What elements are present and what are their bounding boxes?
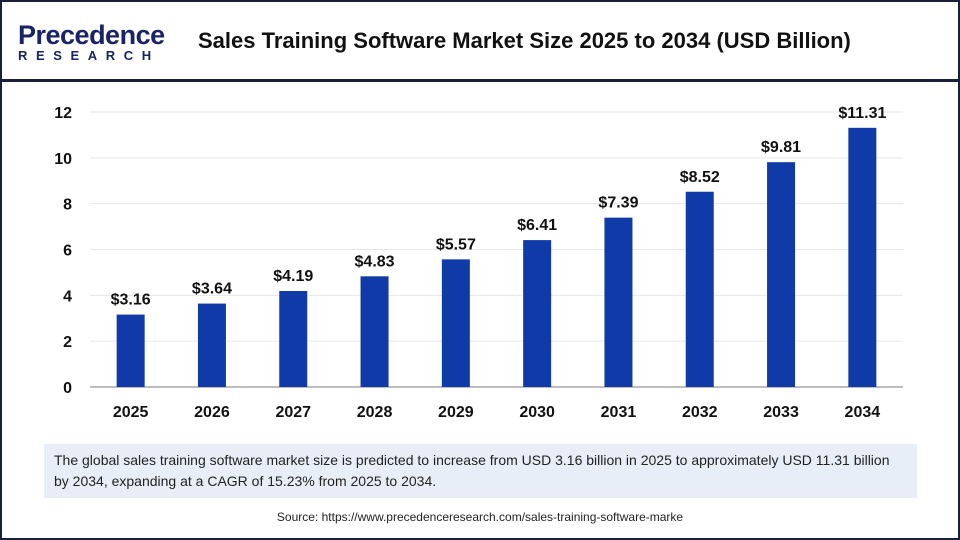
data-label: $7.39 bbox=[598, 195, 638, 212]
bar-2032 bbox=[685, 191, 714, 387]
y-tick-label: 0 bbox=[63, 380, 72, 397]
y-tick-label: 4 bbox=[63, 288, 72, 305]
bar-2029 bbox=[441, 259, 470, 387]
bar-2026 bbox=[197, 303, 226, 387]
x-tick-label: 2032 bbox=[682, 404, 718, 421]
x-tick-label: 2029 bbox=[438, 404, 474, 421]
logo-line1: Precedence bbox=[18, 20, 165, 50]
data-label: $11.31 bbox=[838, 105, 886, 122]
header-divider bbox=[0, 79, 960, 82]
data-label: $5.57 bbox=[436, 236, 476, 253]
x-tick-label: 2030 bbox=[519, 404, 555, 421]
x-tick-label: 2034 bbox=[845, 404, 881, 421]
data-label: $3.16 bbox=[111, 292, 151, 309]
y-tick-label: 12 bbox=[54, 105, 72, 122]
caption: The global sales training software marke… bbox=[44, 444, 917, 498]
y-tick-label: 10 bbox=[54, 151, 72, 168]
data-label: $6.41 bbox=[517, 217, 557, 234]
x-tick-label: 2031 bbox=[601, 404, 637, 421]
y-tick-label: 2 bbox=[63, 334, 72, 351]
bar-2033 bbox=[767, 162, 796, 387]
bar-2030 bbox=[523, 240, 552, 387]
bar-2034 bbox=[848, 127, 877, 387]
logo-line2: RESEARCH bbox=[18, 48, 160, 63]
source: Source: https://www.precedenceresearch.c… bbox=[276, 510, 684, 524]
x-tick-label: 2025 bbox=[113, 404, 149, 421]
x-tick-label: 2028 bbox=[357, 404, 393, 421]
data-label: $4.83 bbox=[355, 253, 395, 270]
bar-2028 bbox=[360, 276, 389, 387]
logo: Precedence RESEARCH bbox=[18, 22, 165, 64]
data-label: $9.81 bbox=[761, 139, 801, 156]
bar-2031 bbox=[604, 217, 633, 387]
data-label: $4.19 bbox=[273, 268, 313, 285]
chart-title: Sales Training Software Market Size 2025… bbox=[198, 28, 851, 53]
data-label: $3.64 bbox=[192, 281, 232, 298]
x-tick-label: 2026 bbox=[194, 404, 230, 421]
x-tick-label: 2027 bbox=[275, 404, 311, 421]
x-tick-label: 2033 bbox=[763, 404, 799, 421]
y-tick-label: 8 bbox=[63, 197, 72, 214]
bar-2027 bbox=[279, 290, 308, 387]
y-tick-label: 6 bbox=[63, 243, 72, 260]
bar-2025 bbox=[116, 314, 145, 387]
data-label: $8.52 bbox=[680, 169, 720, 186]
